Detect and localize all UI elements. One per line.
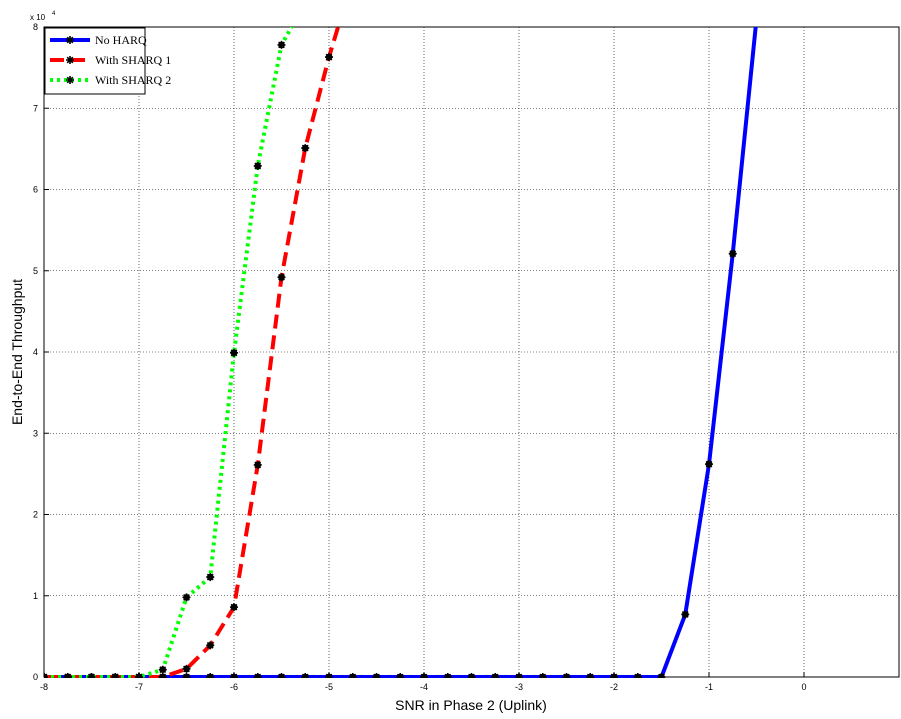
x-tick-label: 0 — [801, 682, 806, 692]
data-marker — [158, 665, 167, 674]
y-tick-label: 3 — [33, 428, 38, 438]
data-marker — [633, 673, 642, 678]
data-marker — [44, 673, 48, 678]
data-marker — [277, 673, 286, 678]
data-marker — [467, 673, 476, 678]
data-marker — [515, 673, 523, 678]
y-axis-label: End-to-End Throughput — [9, 279, 25, 425]
x-tick-label: -7 — [135, 682, 143, 692]
y-tick-label: 0 — [33, 672, 38, 682]
data-marker — [491, 673, 500, 678]
data-marker — [325, 673, 333, 678]
data-marker — [681, 610, 690, 619]
data-marker — [277, 40, 286, 49]
x-tick-label: -6 — [230, 682, 238, 692]
y-multiplier: x 10 — [30, 13, 46, 22]
data-marker — [253, 673, 262, 678]
data-marker — [705, 460, 713, 469]
y-multiplier-exponent: 4 — [52, 11, 56, 17]
x-tick-label: -3 — [515, 682, 523, 692]
data-marker — [253, 460, 262, 469]
data-marker — [301, 144, 310, 153]
data-marker — [562, 673, 571, 678]
data-marker — [87, 673, 96, 678]
data-marker — [230, 348, 238, 357]
x-tick-label: -4 — [420, 682, 428, 692]
data-marker — [728, 249, 737, 258]
data-marker — [158, 673, 167, 678]
data-marker — [206, 641, 215, 650]
y-tick-label: 5 — [33, 266, 38, 276]
data-marker — [182, 664, 191, 673]
legend-marker — [66, 56, 74, 64]
data-marker — [443, 673, 452, 678]
y-tick-label: 4 — [33, 347, 38, 357]
data-marker — [206, 573, 215, 582]
data-marker — [372, 673, 381, 678]
data-marker — [610, 673, 618, 678]
y-tick-label: 2 — [33, 510, 38, 520]
legend-label: With SHARQ 1 — [95, 53, 171, 67]
data-marker — [348, 673, 357, 678]
data-marker — [301, 673, 310, 678]
x-tick-label: -2 — [610, 682, 618, 692]
x-axis-label: SNR in Phase 2 (Uplink) — [395, 697, 547, 713]
x-tick-label: -8 — [40, 682, 48, 692]
data-marker — [277, 273, 286, 282]
plot-area — [44, 27, 758, 678]
legend-marker — [66, 36, 74, 44]
data-marker — [657, 673, 666, 678]
data-marker — [253, 161, 262, 170]
x-tick-label: -1 — [705, 682, 713, 692]
data-marker — [586, 673, 595, 678]
legend-marker — [66, 76, 74, 84]
data-marker — [182, 593, 191, 602]
data-marker — [182, 673, 191, 678]
data-marker — [396, 673, 405, 678]
y-tick-label: 1 — [33, 591, 38, 601]
data-marker — [538, 673, 547, 678]
data-marker — [111, 673, 120, 678]
legend-label: With SHARQ 2 — [95, 73, 171, 87]
data-marker — [230, 673, 238, 678]
x-tick-label: -5 — [325, 682, 333, 692]
legend-label: No HARQ — [95, 33, 147, 47]
y-tick-label: 8 — [33, 22, 38, 32]
data-marker — [206, 673, 215, 678]
data-marker — [230, 603, 238, 612]
data-marker — [420, 673, 428, 678]
data-marker — [325, 53, 333, 62]
y-tick-label: 6 — [33, 185, 38, 195]
data-marker — [63, 673, 72, 678]
data-marker — [135, 673, 143, 678]
y-tick-label: 7 — [33, 103, 38, 113]
